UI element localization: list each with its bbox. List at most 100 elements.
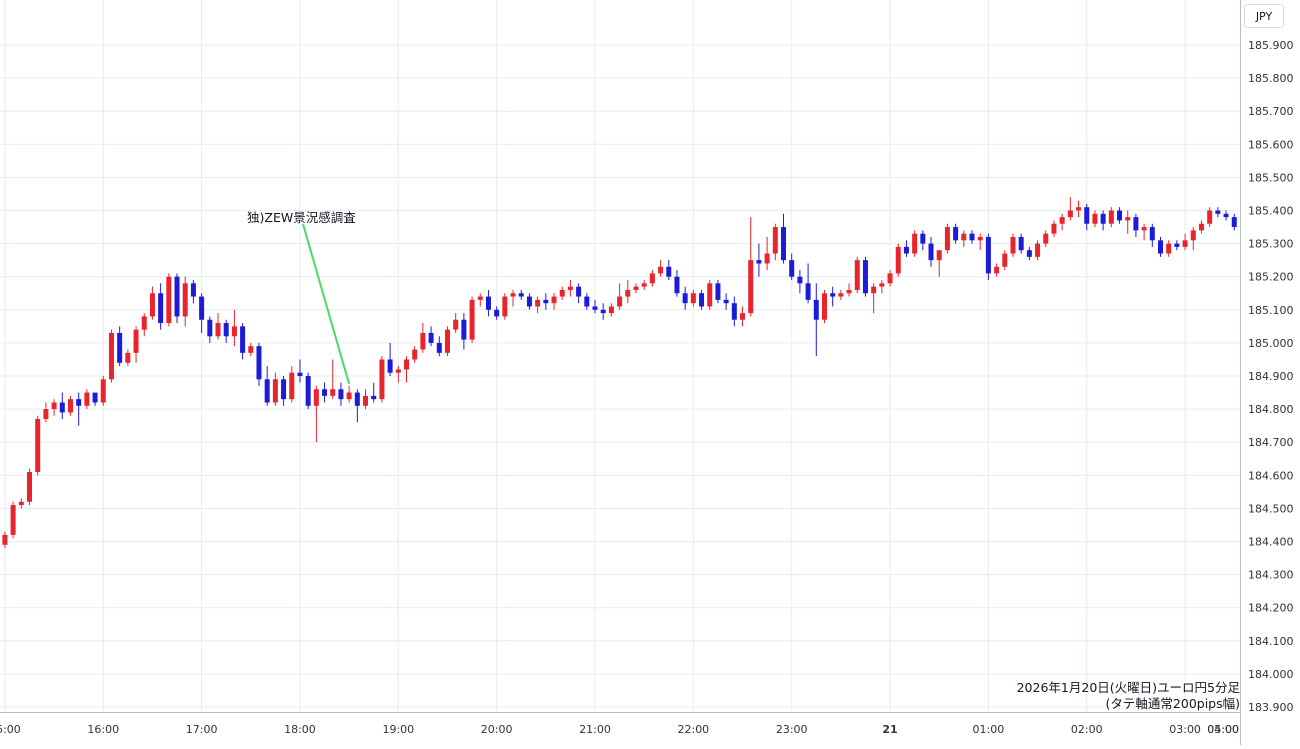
candle-body (862, 260, 868, 294)
candle-body (764, 253, 770, 264)
candle-body (248, 346, 254, 353)
candle-body (740, 313, 746, 320)
candle-body (100, 379, 106, 403)
candle-body (35, 419, 41, 472)
candle (797, 270, 803, 294)
candle-body (412, 349, 418, 360)
candle-body (518, 293, 524, 297)
candle-body (199, 296, 205, 320)
y-tick-label: 185.100 (1248, 304, 1294, 317)
y-tick-label: 185.900 (1248, 39, 1294, 52)
candle (346, 385, 352, 403)
candle-body (10, 505, 16, 535)
currency-button[interactable]: JPY (1244, 4, 1284, 28)
candle-body (797, 276, 803, 284)
candle (485, 289, 491, 317)
candle (289, 366, 295, 403)
candle (59, 392, 65, 420)
candle (477, 293, 483, 307)
candle-body (920, 233, 926, 244)
candle (748, 217, 754, 317)
candle-body (723, 299, 729, 304)
y-tick-label: 184.900 (1248, 370, 1294, 383)
y-tick-label: 184.100 (1248, 635, 1294, 648)
candle (453, 313, 459, 333)
y-tick-label: 185.300 (1248, 238, 1294, 251)
candle (600, 303, 606, 320)
candle (1076, 200, 1082, 218)
candle-body (1117, 210, 1123, 221)
event-pointer-line (302, 223, 351, 385)
x-tick-label: 16:00 (87, 723, 119, 736)
candle-body (1190, 230, 1196, 241)
candle (871, 283, 877, 314)
candle (707, 280, 713, 310)
candle (551, 293, 557, 310)
candle (658, 260, 664, 277)
x-tick-label: 19:00 (382, 723, 414, 736)
candle (297, 359, 303, 383)
candle (436, 336, 442, 357)
candle (1067, 197, 1073, 221)
candle-body (781, 227, 787, 261)
candle-body (830, 293, 836, 297)
candle (1158, 236, 1164, 257)
candle-body (1043, 233, 1049, 244)
candle (76, 392, 82, 426)
candle-body (903, 246, 909, 254)
candle (994, 263, 1000, 277)
candle-body (592, 306, 598, 310)
candle-body (18, 501, 24, 506)
candle (518, 289, 524, 300)
candle (272, 372, 278, 406)
candle-body (944, 227, 950, 251)
candle-body (748, 260, 754, 314)
candle (174, 273, 180, 324)
candle-body (223, 323, 229, 337)
candle-body (1174, 243, 1180, 247)
candle-body (961, 233, 967, 241)
candle-body (313, 389, 319, 406)
candle-body (649, 273, 655, 284)
candle (100, 376, 106, 406)
candle-body (149, 293, 155, 317)
candle (821, 289, 827, 324)
candle-body (281, 379, 287, 400)
candle (18, 498, 24, 509)
candle-body (158, 293, 164, 324)
grid (0, 0, 1240, 712)
candle-body (363, 395, 369, 406)
candle (854, 256, 860, 294)
x-tick-label: 04:00 (1207, 723, 1239, 736)
candle-body (240, 326, 246, 353)
candle (215, 313, 221, 340)
candle-body (1207, 210, 1213, 224)
candle (1051, 220, 1057, 237)
candle-body (1166, 243, 1172, 254)
y-tick-label: 184.500 (1248, 502, 1294, 515)
candle (51, 399, 57, 416)
candle (567, 280, 573, 297)
x-tick-label: 22:00 (677, 723, 709, 736)
candle (412, 346, 418, 363)
candle-body (715, 283, 721, 300)
candle (584, 293, 590, 310)
candle-body (821, 293, 827, 320)
candle-body (1026, 250, 1032, 257)
candle (190, 280, 196, 304)
candle (371, 382, 377, 403)
candle-body (1084, 207, 1090, 224)
candle (182, 276, 188, 327)
candle (108, 329, 114, 383)
candle-body (428, 332, 434, 343)
candle (117, 326, 123, 367)
candle (715, 280, 721, 304)
candle (1010, 233, 1016, 257)
candle (141, 313, 147, 337)
candle-body (1125, 217, 1131, 221)
candle-body (1133, 217, 1139, 231)
candle-body (51, 402, 57, 410)
x-tick-label: 05:00 (1207, 723, 1239, 736)
